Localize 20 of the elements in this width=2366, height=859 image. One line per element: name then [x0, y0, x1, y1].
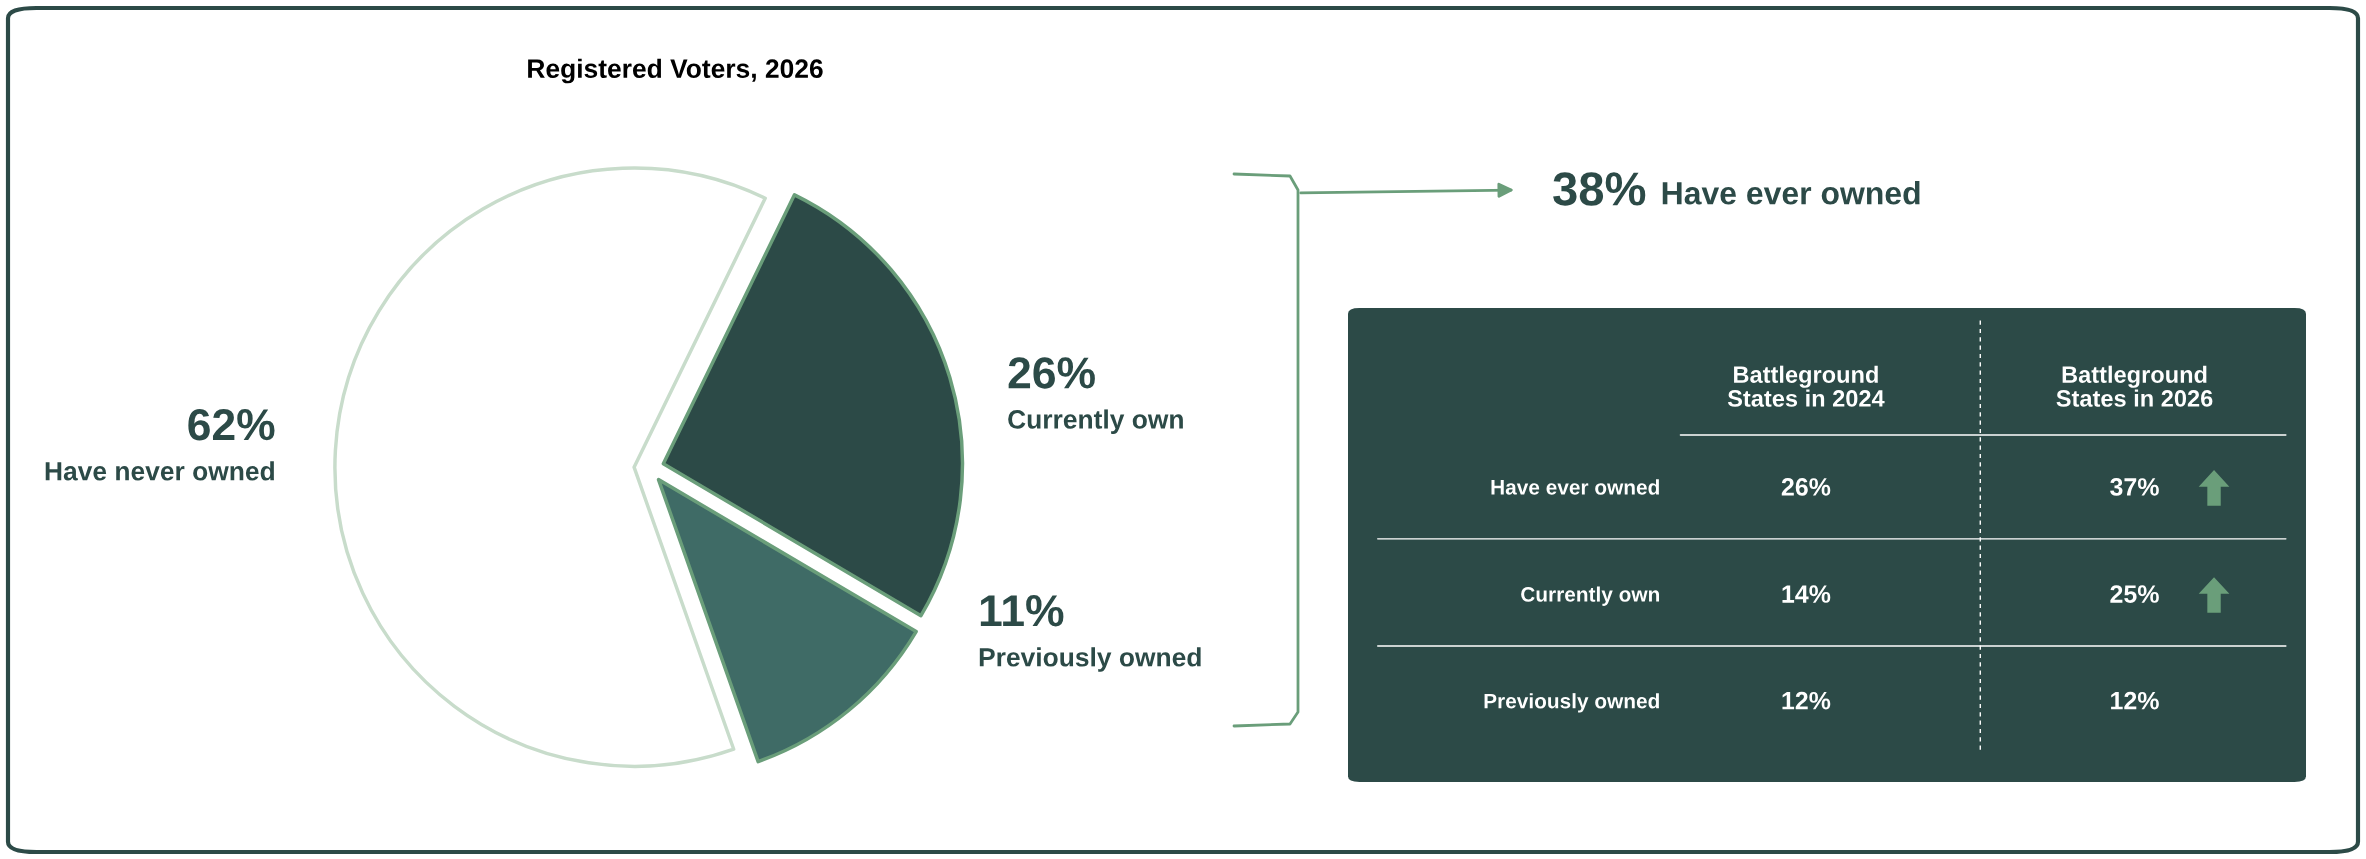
text: 37%	[2110, 478, 2159, 496]
data-label: 26%	[1008, 357, 1095, 389]
text: Have ever owned	[1491, 479, 1659, 495]
data-label: 11%	[980, 595, 1064, 627]
text: Battleground States in 2026	[2056, 365, 2213, 407]
slice-label: Currently own	[1008, 409, 1183, 435]
text: Battleground States in 2024	[1727, 365, 1885, 407]
chart-title: Registered Voters, 2026	[528, 58, 823, 84]
text: 26%	[1781, 478, 1831, 496]
text: 14%	[1782, 585, 1831, 603]
text: Currently own	[1521, 586, 1660, 606]
data-label: 62%	[188, 408, 275, 441]
text: 25%	[2110, 585, 2159, 603]
text: Previously owned	[1484, 693, 1659, 713]
text: 38%	[1553, 172, 1646, 206]
text: Have ever owned	[1662, 181, 1920, 205]
text: 12%	[2111, 691, 2159, 710]
text: 12%	[1782, 691, 1831, 710]
slice-label: Previously owned	[979, 647, 1201, 672]
slice-label: Have never owned	[45, 461, 274, 481]
